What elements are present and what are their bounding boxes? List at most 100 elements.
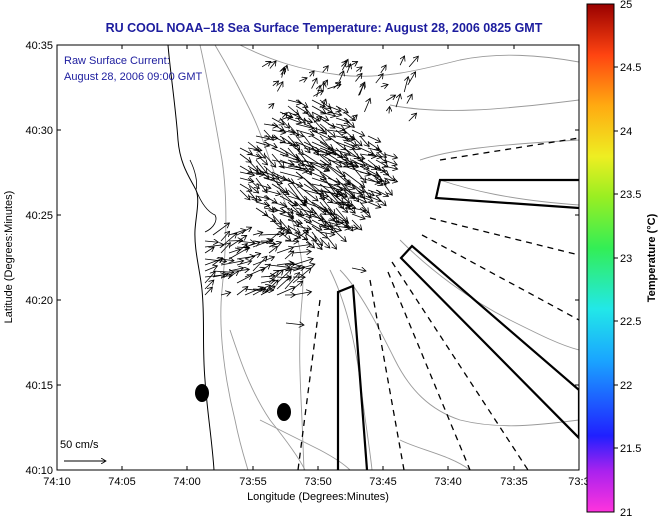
current-vector: [351, 268, 366, 271]
current-vector: [220, 231, 230, 242]
current-vector: [313, 90, 323, 97]
current-vector: [323, 82, 324, 93]
current-vector: [295, 195, 313, 213]
current-vector: [303, 195, 326, 215]
current-vector: [295, 159, 326, 165]
current-vector: [252, 256, 267, 272]
current-vector: [351, 115, 358, 121]
current-vector: [335, 135, 354, 140]
current-vector: [279, 165, 307, 172]
x-tick-label: 74:10: [43, 476, 71, 488]
current-vector: [236, 261, 252, 266]
current-vector: [271, 183, 289, 195]
current-vector: [263, 141, 277, 148]
current-vector: [351, 135, 362, 146]
current-vector: [380, 85, 388, 87]
y-tick-label: 40:25: [25, 210, 53, 222]
current-vector: [335, 159, 358, 166]
current-vector: [204, 287, 212, 296]
current-vector: [335, 129, 348, 141]
current-vector: [319, 189, 347, 197]
current-vector: [292, 251, 311, 253]
current-vector: [303, 213, 324, 219]
current-vector: [252, 240, 273, 248]
current-vector: [303, 123, 325, 132]
current-vector: [356, 67, 362, 72]
current-vector: [311, 225, 328, 238]
current-vector: [228, 247, 249, 260]
current-vector: [351, 165, 366, 183]
current-vector: [268, 246, 278, 254]
current-vector: [220, 292, 231, 295]
current-vector: [351, 213, 365, 219]
current-vector: [343, 189, 363, 195]
annotation-line-1: Raw Surface Current:: [64, 55, 170, 67]
current-vector: [383, 166, 398, 169]
current-vector: [284, 264, 295, 265]
current-vector: [295, 141, 319, 152]
box-southeast: [399, 244, 579, 440]
current-vector: [311, 147, 331, 165]
current-vector: [263, 213, 276, 222]
current-vector: [327, 135, 346, 150]
current-vector: [319, 159, 345, 176]
current-vector: [236, 287, 248, 296]
y-tick-label: 40:20: [25, 295, 53, 307]
x-tick-label: 74:05: [108, 476, 136, 488]
current-vector: [292, 264, 315, 272]
x-tick-label: 73:35: [500, 476, 528, 488]
current-vector: [311, 231, 322, 246]
current-vector: [292, 268, 311, 284]
current-vector: [279, 130, 295, 133]
current-vector: [359, 84, 363, 96]
current-vector: [295, 165, 326, 179]
current-vector: [335, 201, 356, 208]
current-vector: [204, 280, 214, 290]
current-vector: [276, 287, 295, 296]
current-vector: [276, 269, 291, 284]
current-vector: [220, 261, 244, 266]
colorbar-tick: 24.5: [620, 62, 641, 74]
current-vector: [319, 117, 335, 128]
current-vector: [268, 265, 290, 267]
box-east: [434, 178, 579, 210]
current-vector: [335, 165, 350, 185]
current-vector: [295, 207, 316, 214]
current-vector: [263, 189, 281, 194]
current-vector: [327, 189, 344, 209]
x-tick-label: 73:3: [568, 476, 589, 488]
y-axis-label: Latitude (Degrees:Minutes): [3, 191, 15, 324]
current-vector: [295, 135, 310, 153]
current-vector: [295, 171, 323, 194]
current-vector: [255, 196, 270, 199]
current-vector: [319, 147, 348, 159]
current-vector: [311, 189, 343, 195]
current-vector: [295, 117, 312, 122]
current-vector: [255, 183, 271, 188]
current-vector: [292, 230, 308, 242]
current-vector: [263, 195, 277, 203]
current-vector: [282, 113, 287, 118]
current-vector: [239, 147, 252, 154]
current-vector: [276, 276, 291, 290]
current-vector: [282, 67, 285, 78]
current-vector: [311, 219, 329, 229]
y-axis: 40:35 40:30 40:25 40:20 40:15 40:10 Lati…: [3, 40, 579, 477]
current-vector: [255, 153, 268, 165]
colorbar-gradient: [586, 3, 615, 513]
current-vector: [375, 153, 387, 163]
current-vector: [364, 98, 370, 113]
current-vector: [406, 94, 412, 104]
current-vector: [359, 135, 369, 147]
current-vector: [303, 189, 329, 196]
current-vectors: [204, 56, 418, 325]
current-vector: [268, 270, 279, 278]
current-vector: [319, 219, 338, 225]
current-vector: [295, 147, 311, 167]
current-vector: [375, 147, 386, 157]
current-vector: [204, 241, 218, 242]
current-vector: [343, 141, 360, 149]
current-vector: [339, 71, 343, 82]
current-vector: [351, 159, 369, 169]
